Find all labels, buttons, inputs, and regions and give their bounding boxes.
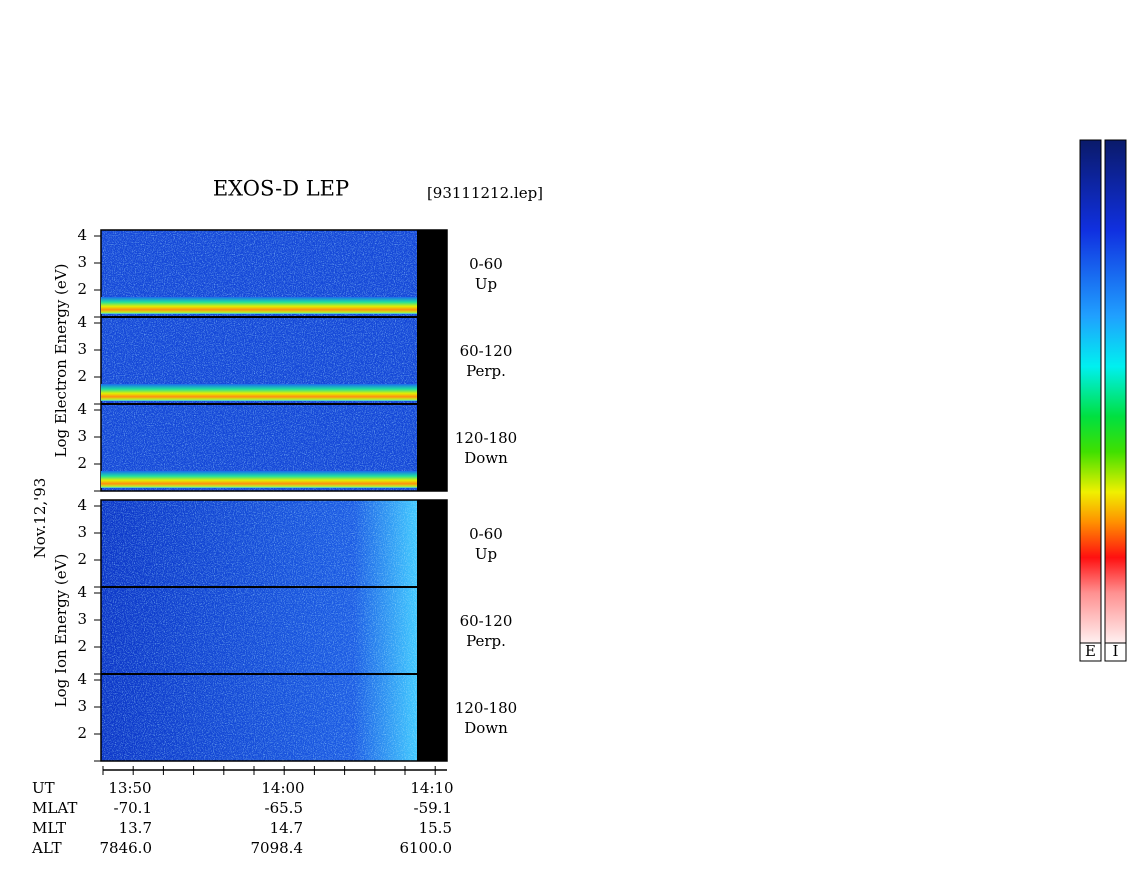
row-label: UT — [32, 779, 55, 797]
row-value: 7098.4 — [251, 839, 304, 857]
frame — [100, 229, 448, 492]
y-tick-label: 2 — [77, 367, 87, 385]
row-label: MLT — [32, 819, 66, 837]
y-tick-label: 4 — [77, 496, 87, 514]
direction-label: Down — [464, 449, 508, 467]
row-value: 6100.0 — [400, 839, 453, 857]
row-label: MLAT — [32, 799, 77, 817]
y-tick-label: 2 — [77, 280, 87, 298]
color-bar — [1079, 139, 1102, 644]
y-tick-label: 3 — [77, 697, 87, 715]
electron-band — [101, 297, 417, 314]
row-value: -59.1 — [414, 799, 452, 817]
y-tick-label: 2 — [77, 724, 87, 742]
y-tick-label: 4 — [77, 400, 87, 418]
frame — [100, 499, 448, 762]
row-value: 13:50 — [108, 779, 151, 797]
angle-label: 60-120 — [460, 342, 513, 360]
row-value: 7846.0 — [100, 839, 153, 857]
axis-label: Log Ion Energy (eV) — [52, 554, 70, 708]
row-value: 14:10 — [410, 779, 453, 797]
y-tick-label: 3 — [77, 253, 87, 271]
color-bar-box — [1079, 642, 1102, 662]
angle-label: 120-180 — [455, 429, 517, 447]
row-value: 15.5 — [419, 819, 452, 837]
y-tick-label: 3 — [77, 340, 87, 358]
electron-band — [101, 471, 417, 488]
y-tick-label: 4 — [77, 313, 87, 331]
direction-label: Perp. — [466, 632, 506, 650]
direction-label: Perp. — [466, 362, 506, 380]
color-bar-label: E — [1085, 642, 1096, 660]
noise — [101, 230, 417, 491]
row-label: ALT — [31, 839, 62, 857]
y-tick-label: 2 — [77, 550, 87, 568]
no-data — [417, 500, 447, 761]
noise — [101, 500, 417, 761]
y-tick-label: 3 — [77, 610, 87, 628]
angle-label: 0-60 — [469, 525, 503, 543]
color-bar — [1104, 139, 1127, 644]
row-value: -65.5 — [265, 799, 303, 817]
file-name: [93111212.lep] — [427, 184, 543, 202]
row-value: 13.7 — [119, 819, 152, 837]
no-data — [417, 230, 447, 491]
axis-label: Log Electron Energy (eV) — [52, 264, 70, 458]
y-tick-label: 3 — [77, 427, 87, 445]
y-tick-label: 2 — [77, 454, 87, 472]
title: EXOS-D LEP — [213, 177, 349, 201]
row-value: 14.7 — [270, 819, 303, 837]
angle-label: 0-60 — [469, 255, 503, 273]
angle-label: 60-120 — [460, 612, 513, 630]
angle-label: 120-180 — [455, 699, 517, 717]
date: Nov.12,'93 — [31, 478, 49, 559]
color-bar-box — [1104, 642, 1127, 662]
y-tick-label: 4 — [77, 226, 87, 244]
row-value: -70.1 — [114, 799, 152, 817]
y-tick-label: 4 — [77, 670, 87, 688]
direction-label: Up — [475, 275, 497, 293]
electron-band — [101, 384, 417, 401]
color-bar-label: I — [1113, 642, 1119, 660]
direction-label: Up — [475, 545, 497, 563]
row-value: 14:00 — [261, 779, 304, 797]
direction-label: Down — [464, 719, 508, 737]
y-tick-label: 2 — [77, 637, 87, 655]
y-tick-label: 4 — [77, 583, 87, 601]
y-tick-label: 3 — [77, 523, 87, 541]
